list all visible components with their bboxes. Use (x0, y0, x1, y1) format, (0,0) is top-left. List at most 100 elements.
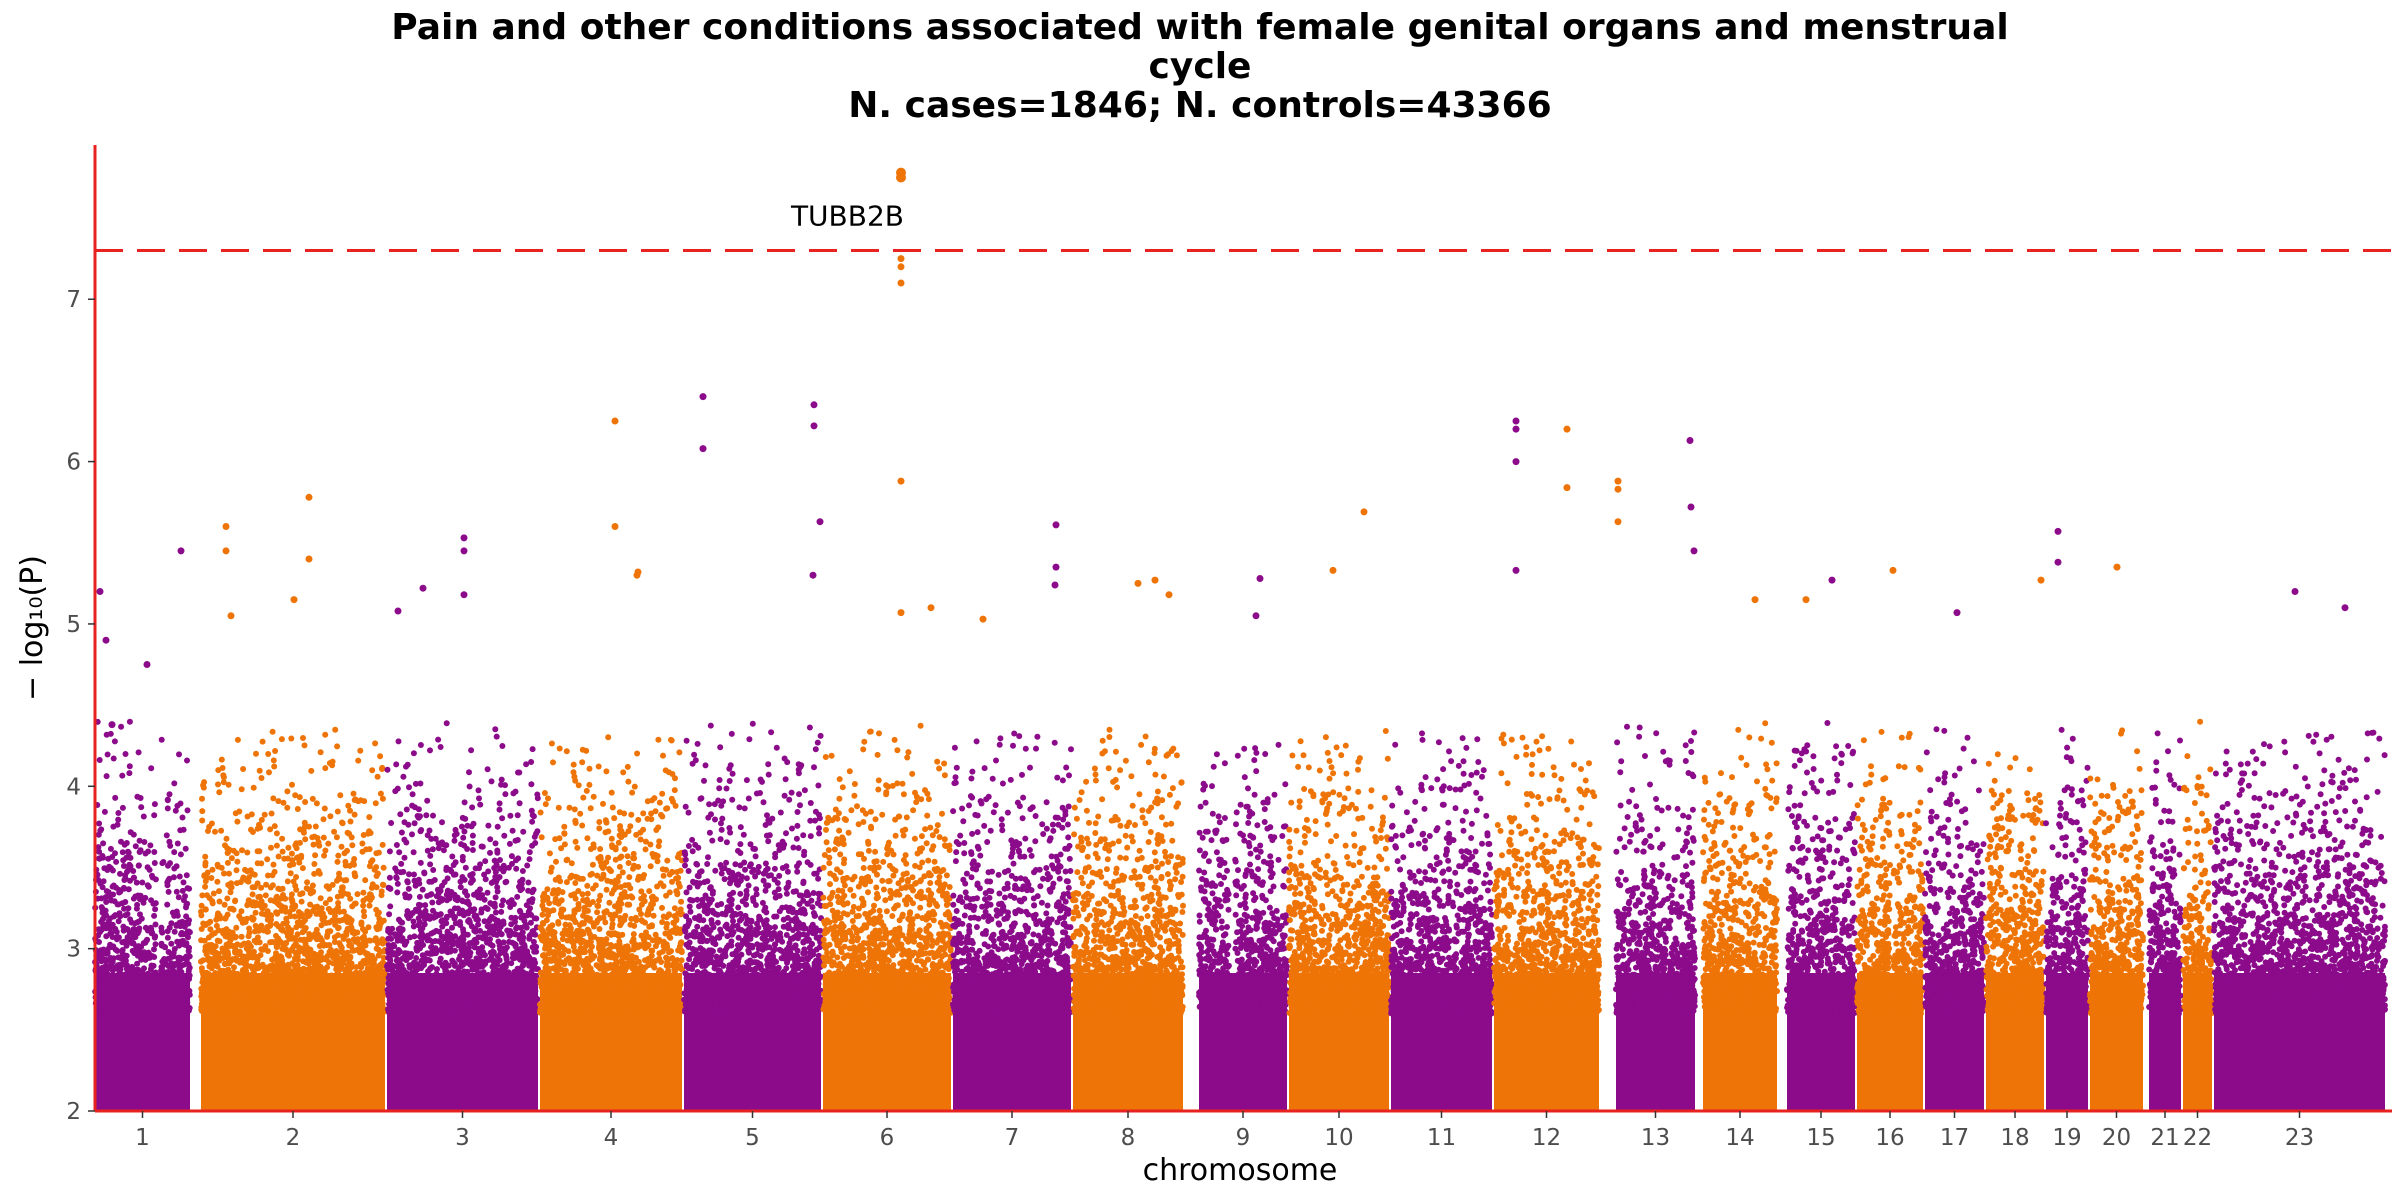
data-point (284, 951, 291, 958)
data-point (151, 1010, 158, 1017)
data-point (168, 986, 175, 993)
data-point (466, 919, 473, 926)
data-point (486, 1000, 493, 1007)
data-point (167, 842, 174, 849)
data-point (322, 847, 329, 854)
data-point (218, 864, 225, 871)
data-point (99, 853, 106, 859)
data-point (526, 856, 533, 863)
data-point (263, 881, 270, 888)
data-point (249, 891, 256, 898)
data-point (170, 977, 177, 984)
data-point (470, 988, 477, 995)
data-point (293, 845, 300, 852)
data-point (466, 783, 473, 790)
data-point (107, 955, 114, 961)
data-point (211, 930, 218, 937)
data-point (419, 886, 426, 893)
data-point (417, 859, 424, 866)
data-point (101, 865, 108, 872)
data-point (223, 926, 230, 933)
data-point (498, 966, 505, 973)
data-point (250, 948, 257, 955)
data-point (436, 1007, 443, 1014)
data-point (528, 896, 535, 903)
data-point (101, 808, 108, 815)
data-point (476, 865, 482, 872)
data-point (584, 890, 591, 897)
data-point (164, 805, 171, 812)
data-point (306, 932, 313, 939)
data-point (390, 999, 397, 1006)
data-point (499, 815, 506, 822)
data-point (135, 749, 142, 756)
data-point (167, 971, 174, 978)
data-point (358, 964, 365, 971)
data-point (281, 989, 288, 996)
data-point (97, 976, 104, 982)
data-point (355, 973, 362, 980)
data-point (517, 967, 524, 974)
data-point (130, 868, 137, 874)
data-point (484, 889, 491, 896)
data-point (405, 885, 412, 892)
data-point (563, 857, 570, 864)
data-point (507, 812, 514, 819)
data-point (142, 850, 149, 857)
data-point (301, 742, 308, 749)
data-point (362, 877, 369, 884)
data-point (258, 898, 265, 905)
data-point (507, 1009, 514, 1016)
data-point (186, 944, 193, 951)
data-point (289, 781, 295, 788)
data-point (555, 804, 562, 811)
data-point (600, 800, 606, 807)
data-point (482, 904, 489, 911)
data-point (464, 955, 471, 962)
data-point (332, 726, 339, 733)
data-point (343, 1007, 350, 1014)
data-point (112, 925, 119, 932)
data-point (200, 971, 207, 978)
data-point (179, 985, 186, 992)
data-point (331, 828, 338, 835)
data-point (360, 889, 367, 896)
data-point (508, 914, 515, 921)
data-point (494, 888, 501, 895)
data-point (139, 969, 146, 976)
data-point (205, 980, 212, 987)
data-point (448, 911, 455, 918)
data-point (466, 901, 472, 908)
data-point (637, 836, 644, 843)
data-point (115, 934, 122, 941)
data-point (514, 837, 521, 843)
data-point (324, 952, 331, 959)
data-point (538, 834, 545, 841)
data-point (457, 884, 464, 891)
data-point (407, 983, 414, 989)
data-point (200, 782, 207, 789)
data-point (534, 828, 541, 835)
data-point (401, 836, 408, 843)
data-point (309, 795, 316, 802)
data-point (510, 990, 517, 997)
data-point (117, 988, 124, 995)
data-point (326, 885, 332, 892)
data-point (331, 986, 338, 993)
data-point (104, 988, 110, 995)
data-point (431, 1002, 438, 1009)
data-point (119, 804, 126, 811)
data-point (152, 906, 159, 913)
data-point (262, 892, 269, 899)
data-point (141, 990, 148, 997)
data-point (136, 925, 143, 932)
data-point (616, 832, 623, 839)
data-point (224, 960, 231, 966)
data-point (271, 939, 278, 946)
data-point (129, 935, 135, 942)
data-point (107, 978, 114, 985)
data-point (307, 901, 314, 908)
data-point (272, 1006, 278, 1013)
data-point (493, 1005, 500, 1012)
data-point (675, 880, 682, 887)
